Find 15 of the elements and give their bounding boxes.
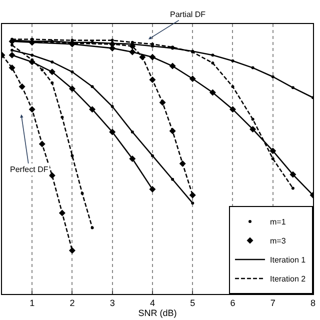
x-tick-label: 2 bbox=[70, 298, 75, 308]
legend-label: Iteration 2 bbox=[270, 274, 306, 284]
annotation: Partial DF bbox=[170, 10, 206, 19]
x-tick-label: 8 bbox=[310, 298, 316, 308]
x-tick-label: 1 bbox=[30, 298, 35, 308]
x-tick-label: 7 bbox=[270, 298, 276, 308]
annotation: Perfect DF bbox=[10, 165, 48, 174]
legend-label: Iteration 1 bbox=[270, 256, 306, 265]
legend-label: m=1 bbox=[270, 218, 286, 227]
x-tick-label: 5 bbox=[190, 298, 196, 308]
x-tick-label: 4 bbox=[150, 298, 155, 308]
legend-label: m=3 bbox=[270, 236, 286, 246]
x-tick-label: 3 bbox=[110, 298, 115, 308]
x-axis-title: SNR (dB) bbox=[138, 308, 177, 318]
x-tick-label: 6 bbox=[230, 298, 236, 308]
